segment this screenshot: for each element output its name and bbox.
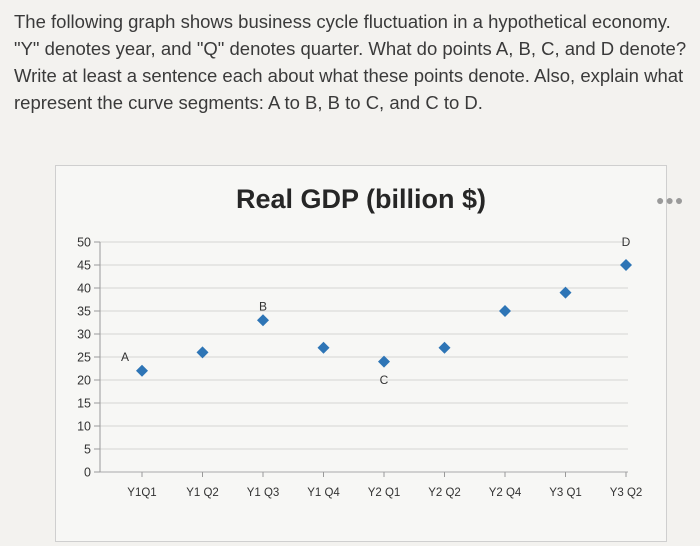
y-tick-label: 5 [84, 443, 91, 457]
y-tick-label: 40 [77, 282, 91, 296]
x-tick-label: Y1 Q3 [247, 487, 280, 499]
y-tick-label: 10 [77, 420, 91, 434]
x-tick-label: Y3 Q2 [610, 487, 643, 499]
y-tick-label: 30 [77, 328, 91, 342]
point-label-c: C [380, 373, 389, 387]
y-tick-label: 25 [77, 351, 91, 365]
data-point [438, 341, 451, 354]
point-label-a: A [121, 350, 129, 364]
question-text: The following graph shows business cycle… [14, 11, 687, 113]
x-tick-label: Y1 Q2 [186, 487, 219, 499]
data-point [559, 286, 572, 299]
chart-panel: Real GDP (billion $) [55, 165, 667, 542]
data-point [196, 346, 209, 359]
more-options-icon[interactable]: ●●● [656, 192, 685, 208]
point-label-d: D [622, 235, 631, 249]
y-tick-label: 15 [77, 397, 91, 411]
x-tick-label: Y1 Q4 [307, 487, 340, 499]
data-point [257, 314, 269, 327]
y-tick-label: 0 [84, 466, 91, 480]
y-tick-label: 50 [77, 236, 91, 250]
x-tick-label: Y2 Q4 [489, 487, 522, 499]
data-point [378, 355, 390, 368]
data-point [620, 259, 632, 271]
x-tick-label: Y2 Q1 [368, 487, 401, 499]
x-tick-label: Y1Q1 [127, 487, 156, 499]
chart-title: Real GDP (billion $) [235, 184, 487, 214]
x-tick-label: Y3 Q1 [549, 487, 582, 499]
y-tick-label: 20 [77, 374, 91, 388]
y-tick-label: 35 [77, 305, 91, 319]
point-label-b: B [259, 299, 267, 313]
y-tick-label: 45 [77, 259, 91, 273]
x-tick-label: Y2 Q2 [428, 487, 461, 499]
data-point [499, 305, 511, 317]
data-point [317, 341, 330, 354]
data-point [136, 364, 148, 377]
